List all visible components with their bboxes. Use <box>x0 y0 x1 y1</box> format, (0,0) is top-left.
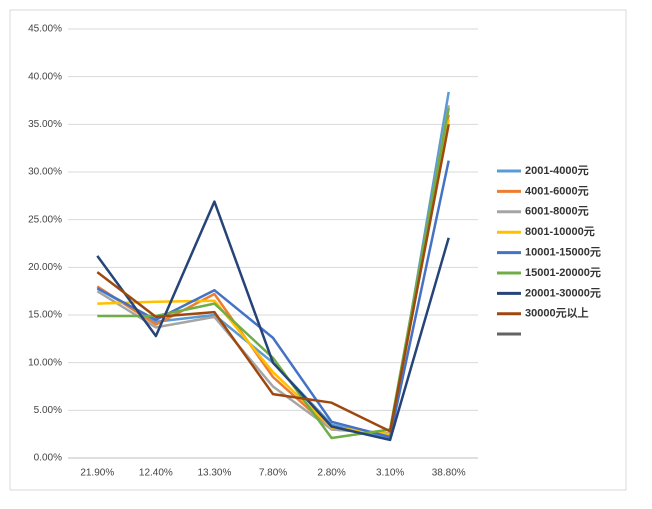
legend-label: 10001-15000元 <box>525 246 601 259</box>
y-tick-label: 20.00% <box>28 262 62 273</box>
y-tick-label: 35.00% <box>28 119 62 130</box>
x-tick-label: 13.30% <box>197 468 231 479</box>
x-tick-label: 3.10% <box>376 468 404 479</box>
y-tick-label: 5.00% <box>34 405 62 416</box>
legend-label: 30000元以上 <box>525 306 589 320</box>
legend-label: 2001-4000元 <box>525 164 589 177</box>
x-tick-label: 21.90% <box>80 468 114 479</box>
legend-label: 20001-30000元 <box>525 286 601 299</box>
x-tick-label: 38.80% <box>432 468 466 479</box>
series-line <box>96 200 450 442</box>
y-tick-label: 45.00% <box>28 24 62 35</box>
legend: 2001-4000元 4001-6000元 6001-8000元 8001-10000… <box>497 164 601 320</box>
x-tick-label: 12.40% <box>139 468 173 479</box>
legend-label: 4001-6000元 <box>525 184 589 197</box>
legend-label: 15001-20000元 <box>525 266 601 279</box>
x-tick-label: 2.80% <box>317 468 345 479</box>
legend-label: 8001-10000元 <box>525 225 595 238</box>
y-tick-label: 25.00% <box>28 214 62 225</box>
x-tick-label: 7.80% <box>259 468 287 479</box>
legend-label: 6001-8000元 <box>525 205 589 218</box>
y-tick-label: 40.00% <box>28 71 62 82</box>
y-tick-label: 15.00% <box>28 310 62 321</box>
y-tick-label: 10.00% <box>28 357 62 368</box>
y-tick-label: 0.00% <box>34 453 62 464</box>
y-tick-label: 30.00% <box>28 167 62 178</box>
series-line <box>96 124 450 433</box>
